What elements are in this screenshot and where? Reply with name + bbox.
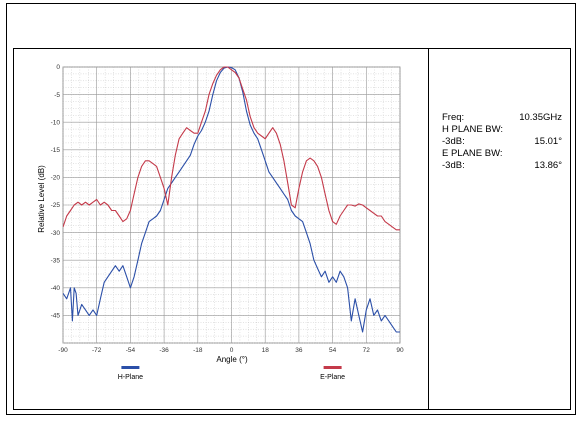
series-lines — [63, 66, 400, 333]
x-tick-label: 72 — [363, 347, 371, 354]
x-tick-label: 54 — [329, 347, 337, 354]
x-tick-label: -36 — [159, 347, 169, 354]
y-tick-label: -20 — [51, 175, 61, 182]
x-tick-label: 0 — [230, 347, 234, 354]
grid — [62, 66, 401, 344]
y-tick-label: -35 — [51, 257, 61, 264]
freq-label: Freq: — [442, 112, 465, 123]
x-tick-label: -90 — [58, 347, 68, 354]
legend-label-e-plane: E-Plane — [320, 374, 345, 381]
y-tick-label: -10 — [51, 119, 61, 126]
freq-value: 10.35GHz — [519, 112, 562, 123]
y-tick-label: -5 — [54, 92, 60, 99]
h-3db-label: -3dB: — [442, 136, 465, 147]
h-plane-label: H PLANE BW: — [442, 124, 504, 135]
y-tick-label: 0 — [56, 64, 60, 71]
e-3db-label: -3dB: — [442, 160, 465, 171]
info-panel: Freq: 10.35GHz H PLANE BW: -3dB: 15.01° … — [442, 112, 562, 172]
h-3db-row: -3dB: 15.01° — [442, 136, 562, 148]
freq-row: Freq: 10.35GHz — [442, 112, 562, 124]
h-3db-value: 15.01° — [534, 136, 562, 147]
y-axis-label: Relative Level (dB) — [37, 165, 46, 233]
tick-labels: -90 -72 -54 -36 -18 0 18 36 54 72 90 0 -5 -10 -15 -20 -2… — [51, 64, 404, 354]
y-tick-label: -25 — [51, 202, 61, 209]
series-line-e-plane — [63, 66, 400, 231]
e-plane-label: E PLANE BW: — [442, 148, 503, 159]
legend-swatch-e-plane — [323, 366, 342, 369]
x-tick-label: 36 — [295, 347, 303, 354]
x-tick-label: 18 — [262, 347, 270, 354]
legend-label-h-plane: H-Plane — [118, 374, 143, 381]
h-plane-row: H PLANE BW: — [442, 124, 562, 136]
y-tick-label: -30 — [51, 230, 61, 237]
x-axis-label: Angle (°) — [216, 355, 248, 364]
x-tick-label: -18 — [193, 347, 203, 354]
y-tick-label: -40 — [51, 285, 61, 292]
panel-divider — [428, 48, 429, 410]
y-tick-label: -45 — [51, 313, 61, 320]
e-3db-value: 13.86° — [534, 160, 562, 171]
e-plane-row: E PLANE BW: — [442, 148, 562, 160]
x-tick-label: 90 — [396, 347, 404, 354]
legend: H-Plane E-Plane — [118, 366, 345, 381]
x-tick-label: -72 — [92, 347, 102, 354]
y-tick-label: -15 — [51, 147, 61, 154]
e-3db-row: -3dB: 13.86° — [442, 160, 562, 172]
x-tick-label: -54 — [126, 347, 136, 354]
legend-swatch-h-plane — [121, 366, 140, 369]
